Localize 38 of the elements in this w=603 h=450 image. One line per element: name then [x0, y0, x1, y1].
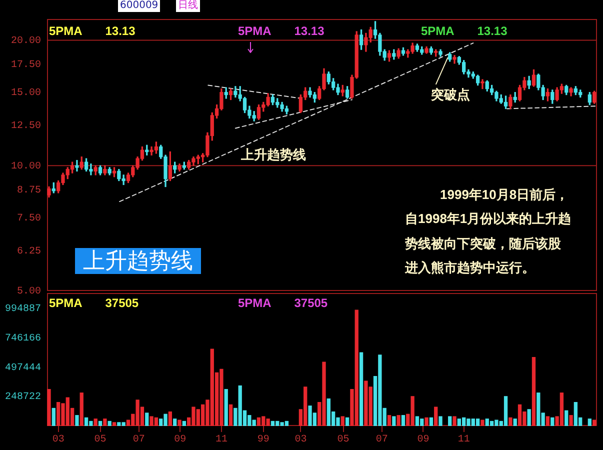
y-tick-label: 746166: [4, 333, 41, 344]
annotation: 进入熊市趋势中运行。: [405, 260, 535, 276]
annotation: 突破点: [430, 87, 470, 104]
y-tick-label: 6.25: [16, 246, 41, 258]
annotation: 5PMA 37505: [49, 296, 139, 311]
annotation: 上升趋势线: [75, 248, 201, 274]
annotation: 势线被向下突破，随后该股: [405, 236, 561, 252]
annotation: 上升趋势线: [240, 147, 306, 164]
y-tick-label: 20.00: [10, 36, 41, 47]
y-tick-label: 10.00: [10, 161, 41, 172]
annotation: 1999年10月8日前后，: [440, 187, 569, 203]
annotation: 5PMA 13.13: [238, 24, 324, 39]
chart-subtitle: 日线: [176, 0, 200, 12]
annotation: 5PMA 37505: [238, 296, 328, 311]
y-tick-label: 7.50: [16, 213, 41, 224]
x-tick-label: 07: [132, 434, 145, 446]
x-tick-label: 11: [215, 434, 228, 446]
x-tick-label: 11: [458, 434, 470, 446]
x-tick-label: 09: [417, 434, 430, 446]
y-tick-label: 5.00: [16, 286, 41, 298]
x-tick-label: 05: [337, 434, 350, 446]
y-tick-label: 15.00: [10, 88, 41, 99]
y-tick-label: 8.75: [16, 185, 41, 196]
x-tick-label: 03: [294, 434, 307, 446]
annotation: 自1998年1月份以来的上升趋: [405, 211, 572, 227]
x-tick-label: 99: [257, 434, 270, 446]
y-tick-label: 17.50: [10, 60, 41, 72]
y-tick-label: 994887: [4, 304, 41, 315]
x-tick-label: 09: [174, 434, 186, 446]
y-tick-label: 497444: [4, 362, 41, 374]
y-tick-label: 12.50: [10, 120, 41, 132]
annotation: 5PMA 13.13: [421, 24, 508, 39]
x-tick-label: 03: [52, 434, 64, 446]
x-tick-label: 05: [94, 434, 106, 446]
annotation: 5PMA 13.13: [49, 24, 136, 39]
chart-title: 600009: [118, 0, 160, 12]
y-tick-label: 248722: [4, 392, 41, 404]
x-tick-label: 07: [376, 434, 388, 446]
